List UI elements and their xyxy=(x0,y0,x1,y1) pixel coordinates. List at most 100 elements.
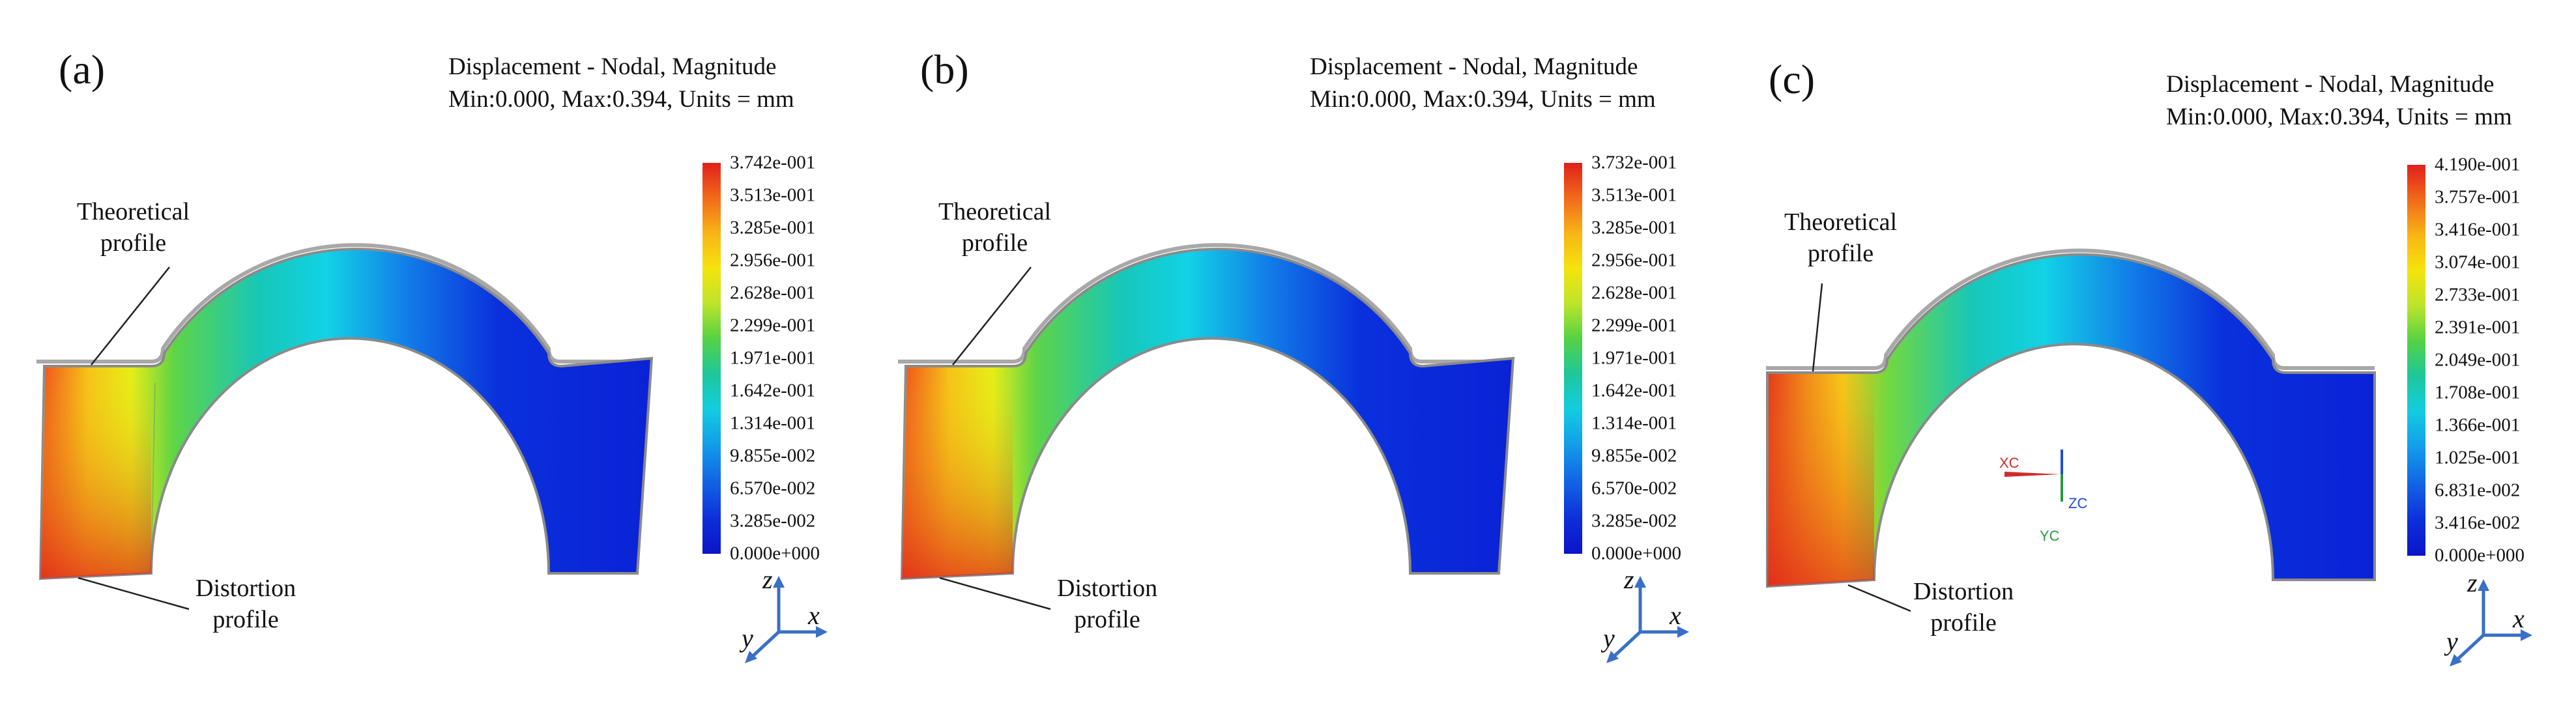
panel-c: XC ZC YC (c) Displacement - Nodal, Magni… xyxy=(1718,0,2576,701)
distortion-profile-leader xyxy=(939,577,1051,610)
plot-title: Displacement - Nodal, Magnitude Min:0.00… xyxy=(1310,51,1656,116)
legend-tick: 2.956e-001 xyxy=(1591,250,1677,271)
color-bar xyxy=(702,163,721,554)
x-axis-label: x xyxy=(1670,601,1681,630)
plot-title: Displacement - Nodal, Magnitude Min:0.00… xyxy=(2166,68,2512,134)
yc-label: YC xyxy=(2040,528,2060,544)
legend-tick: 3.285e-002 xyxy=(1591,510,1677,532)
legend-tick: 1.366e-001 xyxy=(2435,414,2521,436)
legend-tick: 6.570e-002 xyxy=(1591,478,1677,499)
legend-tick: 3.416e-001 xyxy=(2435,219,2521,240)
legend-tick: 1.642e-001 xyxy=(730,380,816,401)
legend-tick: 0.000e+000 xyxy=(1591,543,1681,564)
panel-label: (c) xyxy=(1769,56,1816,102)
title-line-2: Min:0.000, Max:0.394, Units = mm xyxy=(2166,103,2512,130)
theoretical-profile-annotation: Theoretical profile xyxy=(938,198,1052,257)
z-axis-label: z xyxy=(2467,568,2478,597)
y-axis-label: y xyxy=(2446,627,2458,656)
title-line-2: Min:0.000, Max:0.394, Units = mm xyxy=(448,85,794,113)
legend-tick: 3.513e-001 xyxy=(730,184,816,206)
theoretical-profile-annotation: Theoretical profile xyxy=(1784,208,1898,267)
plot-title: Displacement - Nodal, Magnitude Min:0.00… xyxy=(448,51,794,116)
legend-tick: 9.855e-002 xyxy=(1591,445,1677,466)
title-line-1: Displacement - Nodal, Magnitude xyxy=(1310,53,1638,80)
legend-tick: 1.971e-001 xyxy=(730,347,816,369)
legend-tick: 0.000e+000 xyxy=(2435,545,2525,566)
theoretical-profile-outline xyxy=(36,243,652,364)
color-bar xyxy=(2407,165,2425,556)
legend-tick: 3.285e-001 xyxy=(730,217,816,238)
panel-label: (a) xyxy=(59,46,106,93)
legend-tick: 0.000e+000 xyxy=(730,543,820,564)
title-line-2: Min:0.000, Max:0.394, Units = mm xyxy=(1310,85,1656,113)
legend-tick: 2.299e-001 xyxy=(1591,315,1677,336)
theoretical-profile-annotation: Theoretical profile xyxy=(77,198,190,257)
distortion-profile-leader xyxy=(1847,584,1911,612)
distortion-profile-annotation: Distortion profile xyxy=(1057,575,1158,633)
part-contour-plot xyxy=(898,243,1515,610)
color-bar-ticks: 3.732e-001 3.513e-001 3.285e-001 2.956e-… xyxy=(1591,153,1741,563)
part-body xyxy=(900,248,1515,580)
legend-tick: 4.190e-001 xyxy=(2435,154,2521,175)
distortion-gradient-overlay xyxy=(1767,373,1874,586)
legend-tick: 1.642e-001 xyxy=(1591,380,1677,401)
xc-label: XC xyxy=(1999,455,2019,471)
legend-tick: 2.628e-001 xyxy=(1591,282,1677,304)
axis-triad: z x y xyxy=(723,560,867,691)
legend-tick: 2.391e-001 xyxy=(2435,317,2521,338)
color-bar xyxy=(1564,163,1582,554)
edge-line xyxy=(151,382,156,574)
theoretical-profile-leader xyxy=(952,266,1032,365)
legend-tick: 9.855e-002 xyxy=(730,445,816,466)
y-axis-label: y xyxy=(1603,623,1615,653)
title-line-1: Displacement - Nodal, Magnitude xyxy=(2166,71,2495,98)
part-contour-plot: XC ZC YC xyxy=(1766,248,2376,612)
legend-tick: 1.314e-001 xyxy=(730,412,816,434)
axis-triad: z x y xyxy=(1585,560,1728,691)
zc-label: ZC xyxy=(2068,495,2087,511)
x-axis-label: x xyxy=(2513,604,2525,633)
distortion-profile-annotation: Distortion profile xyxy=(1913,578,2014,637)
part-contour-plot xyxy=(36,243,654,610)
legend-tick: 3.513e-001 xyxy=(1591,184,1677,206)
legend-tick: 2.733e-001 xyxy=(2435,284,2521,306)
legend-tick: 6.831e-002 xyxy=(2435,479,2521,501)
distortion-profile-leader xyxy=(78,577,190,610)
legend-tick: 2.956e-001 xyxy=(730,250,816,271)
y-axis-label: y xyxy=(742,623,753,653)
theoretical-profile-outline xyxy=(898,243,1513,364)
panel-label: (b) xyxy=(920,46,969,93)
legend-tick: 3.416e-002 xyxy=(2435,512,2521,534)
legend-tick: 1.971e-001 xyxy=(1591,347,1677,369)
legend-tick: 6.570e-002 xyxy=(730,478,816,499)
legend-tick: 3.742e-001 xyxy=(730,152,816,173)
color-bar-ticks: 4.190e-001 3.757e-001 3.416e-001 3.074e-… xyxy=(2435,155,2576,565)
axis-triad: z x y xyxy=(2428,564,2571,694)
distortion-gradient-overlay xyxy=(40,366,151,579)
part-body xyxy=(38,248,654,580)
model-coordinate-system-icon: XC ZC YC xyxy=(1999,450,2087,544)
legend-tick: 3.074e-001 xyxy=(2435,251,2521,273)
panel-a: (a) Displacement - Nodal, Magnitude Min:… xyxy=(0,0,858,701)
distortion-profile-annotation: Distortion profile xyxy=(195,575,297,633)
legend-tick: 2.049e-001 xyxy=(2435,349,2521,371)
legend-tick: 2.299e-001 xyxy=(730,315,816,336)
panel-b: (b) Displacement - Nodal, Magnitude Min:… xyxy=(861,0,1720,701)
legend-tick: 3.732e-001 xyxy=(1591,152,1677,173)
distortion-gradient-overlay xyxy=(902,366,1013,579)
y-axis-arrow xyxy=(2454,634,2485,663)
x-axis-label: x xyxy=(808,601,820,630)
legend-tick: 3.285e-001 xyxy=(1591,217,1677,238)
legend-tick: 1.025e-001 xyxy=(2435,447,2521,468)
theoretical-profile-outline xyxy=(1766,248,2375,370)
y-axis-arrow xyxy=(749,631,780,659)
z-axis-label: z xyxy=(762,565,773,594)
legend-tick: 1.314e-001 xyxy=(1591,412,1677,434)
color-bar-ticks: 3.742e-001 3.513e-001 3.285e-001 2.956e-… xyxy=(730,153,880,563)
legend-tick: 3.285e-002 xyxy=(730,510,816,532)
title-line-1: Displacement - Nodal, Magnitude xyxy=(448,53,777,80)
theoretical-profile-leader xyxy=(1812,283,1823,372)
part-body xyxy=(1766,253,2376,588)
theoretical-profile-leader xyxy=(91,266,170,365)
legend-tick: 2.628e-001 xyxy=(730,282,816,304)
